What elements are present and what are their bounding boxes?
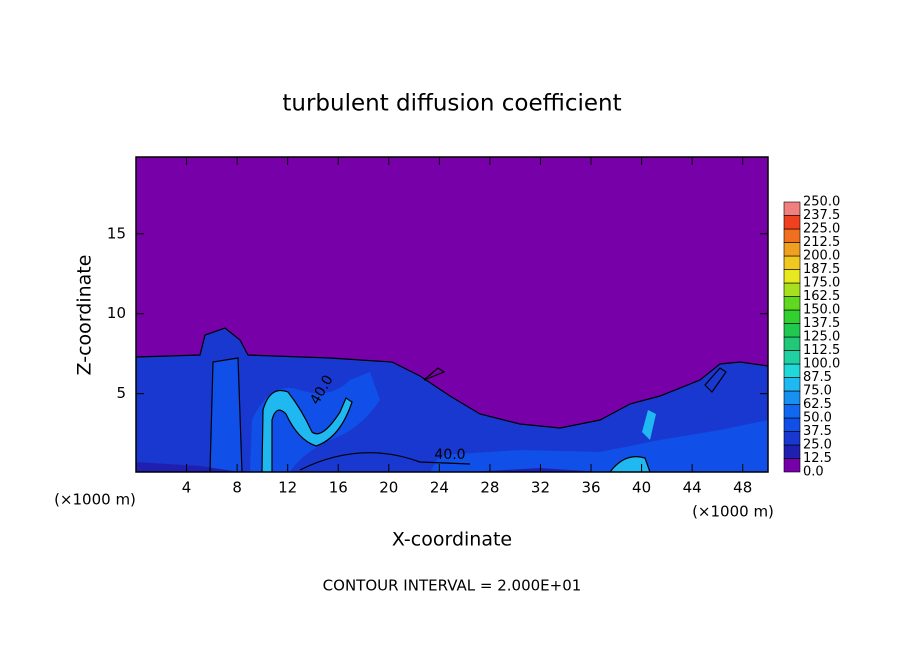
x-axis-label: X-coordinate [392, 529, 512, 551]
colorbar-label: 62.5 [803, 397, 832, 412]
colorbar-label: 250.0 [803, 195, 840, 210]
colorbar-swatch [783, 255, 801, 270]
colorbar-label: 100.0 [803, 357, 840, 372]
x-tick-label: 16 [329, 479, 348, 497]
colorbar-swatch [783, 242, 801, 257]
colorbar-swatch [783, 417, 801, 432]
colorbar-swatch [783, 431, 801, 446]
colorbar-label: 212.5 [803, 235, 840, 250]
colorbar-label: 112.5 [803, 343, 840, 358]
colorbar-swatch [783, 363, 801, 378]
colorbar-label: 162.5 [803, 289, 840, 304]
colorbar-label: 237.5 [803, 208, 840, 223]
footer-note: CONTOUR INTERVAL = 2.000E+01 [323, 577, 582, 595]
colorbar-label: 87.5 [803, 370, 832, 385]
field-region [136, 462, 600, 472]
x-unit: (×1000 m) [692, 503, 774, 521]
x-tick-label: 24 [430, 479, 449, 497]
x-tick-label: 40 [632, 479, 651, 497]
y-tick-label: 5 [116, 384, 126, 402]
colorbar-swatch [783, 309, 801, 324]
y-axis-label: Z-coordinate [74, 255, 96, 376]
field [135, 327, 769, 473]
x-unit: (×1000 m) [54, 491, 136, 509]
colorbar-label: 187.5 [803, 262, 840, 277]
colorbar-label: 150.0 [803, 303, 840, 318]
colorbar-swatch [783, 282, 801, 297]
contour-line [135, 327, 769, 473]
plot-frame [135, 156, 769, 473]
colorbar-swatch [783, 201, 801, 216]
x-tick-label: 36 [581, 479, 600, 497]
colorbar-label: 50.0 [803, 411, 832, 426]
x-tick-label: 28 [480, 479, 499, 497]
colorbar-swatch [783, 377, 801, 392]
colorbar-label: 25.0 [803, 438, 832, 453]
colorbar-swatch [783, 296, 801, 311]
colorbar-swatch [783, 215, 801, 230]
colorbar-label: 75.0 [803, 384, 832, 399]
colorbar-label: 175.0 [803, 276, 840, 291]
x-tick-label: 4 [182, 479, 192, 497]
colorbar-label: 137.5 [803, 316, 840, 331]
chart-title: turbulent diffusion coefficient [282, 91, 621, 117]
colorbar-label: 37.5 [803, 424, 832, 439]
colorbar-label: 225.0 [803, 222, 840, 237]
colorbar-swatch [783, 228, 801, 243]
y-tick-label: 15 [107, 224, 126, 242]
field-region [210, 358, 768, 472]
colorbar-swatch [783, 404, 801, 419]
colorbar-label: 200.0 [803, 249, 840, 264]
x-tick-label: 20 [379, 479, 398, 497]
colorbar-swatch [783, 350, 801, 365]
colorbar-label: 12.5 [803, 451, 832, 466]
colorbar-swatch [783, 390, 801, 405]
y-tick-label: 10 [107, 304, 126, 322]
colorbar-swatch [783, 336, 801, 351]
colorbar-swatch [783, 458, 801, 473]
colorbar-swatch [783, 323, 801, 338]
x-tick-label: 48 [733, 479, 752, 497]
x-tick-label: 8 [232, 479, 242, 497]
x-tick-label: 12 [278, 479, 297, 497]
colorbar-label: 0.0 [803, 465, 824, 480]
colorbar-label: 125.0 [803, 330, 840, 345]
colorbar-swatch [783, 444, 801, 459]
contour-label: 40.0 [434, 447, 465, 463]
x-tick-label: 32 [531, 479, 550, 497]
colorbar-swatch [783, 269, 801, 284]
x-tick-label: 44 [683, 479, 702, 497]
